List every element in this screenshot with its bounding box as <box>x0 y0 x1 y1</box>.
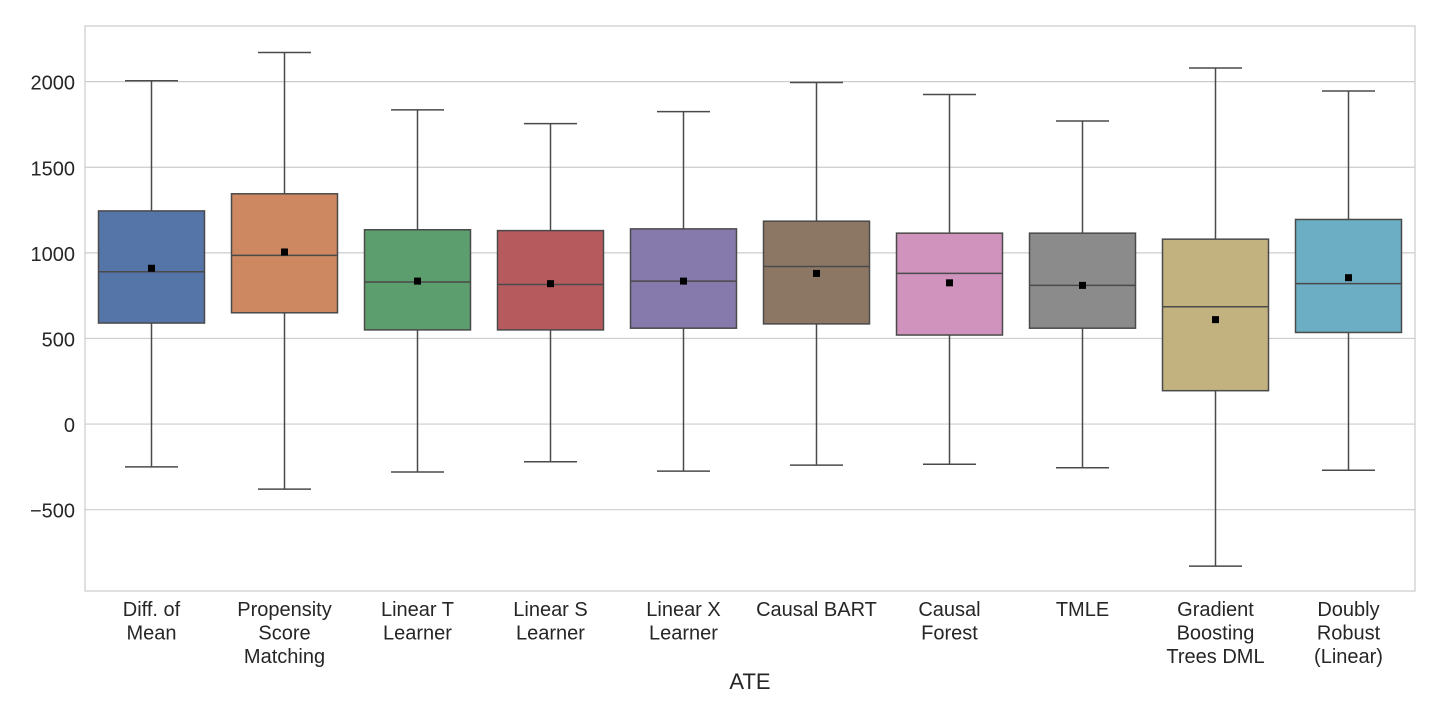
box-group <box>762 81 871 466</box>
x-tick-label-line: (Linear) <box>1314 646 1383 668</box>
y-tick-label: −500 <box>30 501 75 523</box>
box-group <box>629 110 738 472</box>
x-tick-label-line: Boosting <box>1177 623 1255 645</box>
box-group <box>1294 90 1403 472</box>
x-tick-label: Causal BART <box>756 599 877 621</box>
x-tick-label-line: Trees DML <box>1166 646 1264 668</box>
x-axis-ticks: Diff. of Mean Propensity Score Matching Linea… <box>123 599 1383 668</box>
mean-marker <box>946 279 953 287</box>
y-tick-label: 500 <box>42 329 75 351</box>
plot-area-frame <box>84 25 1416 592</box>
y-tick-label: 0 <box>64 415 75 437</box>
x-tick-label-line: Linear X <box>646 599 721 621</box>
box-group <box>1028 120 1137 469</box>
x-tick-label-line: Mean <box>126 623 176 645</box>
x-tick-label-line: Causal <box>918 599 980 621</box>
x-tick-label: Causal Forest <box>918 599 980 645</box>
x-tick-label-line: Score <box>258 623 310 645</box>
box-group <box>496 122 605 463</box>
mean-marker <box>680 277 687 285</box>
x-tick-label: Linear S Learner <box>513 599 588 645</box>
x-tick-label-line: Linear S <box>513 599 588 621</box>
x-tick-label-line: Learner <box>516 623 585 645</box>
mean-marker <box>148 264 155 272</box>
y-tick-label: 1500 <box>31 158 76 180</box>
boxes-layer <box>97 51 1403 567</box>
y-tick-label: 1000 <box>31 244 76 266</box>
iqr-box <box>1028 232 1137 329</box>
x-tick-label: Linear T Learner <box>381 599 454 645</box>
x-tick-label-line: Matching <box>244 646 325 668</box>
y-axis-ticks: −500 0 500 1000 1500 2000 <box>30 73 75 523</box>
mean-marker <box>813 269 820 277</box>
box-group <box>895 93 1004 466</box>
box-group <box>363 109 472 473</box>
x-tick-label-line: Forest <box>921 623 978 645</box>
mean-marker <box>414 277 421 285</box>
mean-marker <box>1212 316 1219 324</box>
x-tick-label: Gradient Boosting Trees DML <box>1166 599 1264 668</box>
x-tick-label-line: Causal BART <box>756 599 877 621</box>
x-tick-label-line: Gradient <box>1177 599 1254 621</box>
box-group <box>1161 67 1270 567</box>
mean-marker <box>547 280 554 288</box>
iqr-box <box>363 228 472 331</box>
x-tick-label-line: Propensity <box>237 599 332 621</box>
x-tick-label-line: Linear T <box>381 599 454 621</box>
x-tick-label-line: Doubly <box>1317 599 1379 621</box>
x-tick-label: Propensity Score Matching <box>237 599 332 668</box>
x-tick-label-line: Diff. of <box>123 599 181 621</box>
x-tick-label: TMLE <box>1056 599 1109 621</box>
y-tick-label: 2000 <box>31 73 76 95</box>
mean-marker <box>1079 281 1086 289</box>
iqr-box <box>230 193 339 314</box>
mean-marker <box>1345 274 1352 282</box>
x-tick-label-line: Learner <box>383 623 452 645</box>
box-group <box>97 80 206 468</box>
x-tick-label: Linear X Learner <box>646 599 721 645</box>
x-tick-label-line: TMLE <box>1056 599 1109 621</box>
x-tick-label-line: Learner <box>649 623 718 645</box>
x-tick-label: Diff. of Mean <box>123 599 181 645</box>
x-tick-label-line: Robust <box>1317 623 1381 645</box>
box-group <box>230 51 339 490</box>
iqr-box <box>1161 238 1270 392</box>
x-axis-label: ATE <box>729 669 770 694</box>
x-tick-label: Doubly Robust (Linear) <box>1314 599 1383 668</box>
mean-marker <box>281 248 288 256</box>
